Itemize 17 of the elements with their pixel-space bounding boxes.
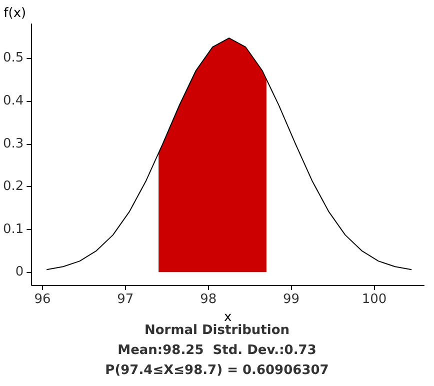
y-tick-label: 0.1 [2, 222, 24, 237]
text: Mean:98.25 Std. Dev.:0.73 [118, 343, 316, 358]
line-series [46, 38, 412, 270]
x-tick-label: 97 [117, 292, 134, 307]
y-tick-label: 0.5 [2, 50, 24, 66]
text: P(97.4≤X≤98.7) = 0.60906307 [105, 363, 329, 378]
x-tick-label: 99 [283, 292, 300, 307]
y-axis-title: f(x) [4, 6, 26, 21]
x-tick-label: 100 [362, 292, 387, 307]
x-tick-label: 96 [34, 292, 51, 307]
text: Normal Distribution [144, 323, 290, 338]
y-tick-label: 0 [15, 264, 24, 280]
x-tick-label: 98 [200, 292, 217, 307]
y-tick-label: 0.3 [2, 136, 24, 152]
y-tick-label: 0.2 [2, 179, 24, 194]
x-axis-title: x [224, 310, 232, 325]
y-tick-label: 0.4 [2, 94, 24, 109]
